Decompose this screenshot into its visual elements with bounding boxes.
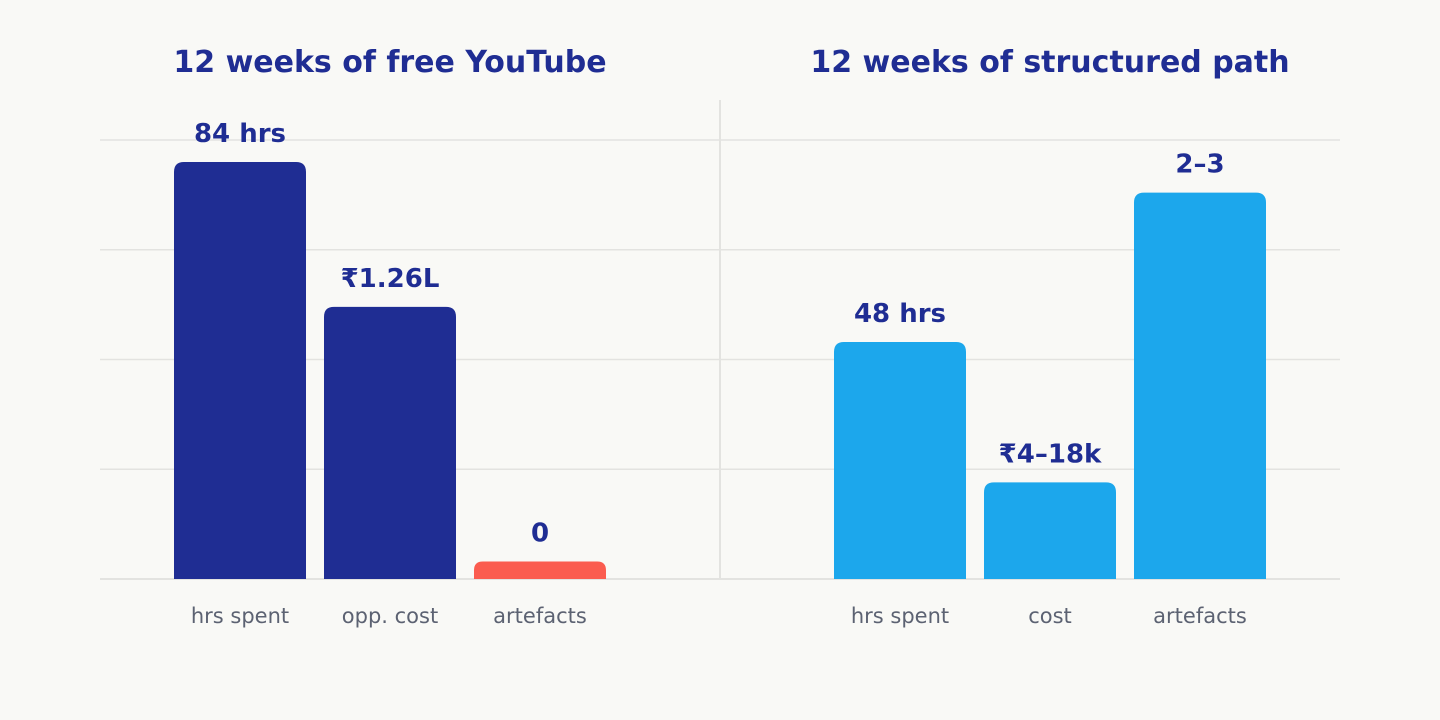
x-tick-label: cost: [1028, 604, 1072, 628]
x-tick-label: opp. cost: [342, 604, 438, 628]
bar-cost: [984, 482, 1116, 579]
x-tick-label: artefacts: [1153, 604, 1247, 628]
data-label: ₹4–18k: [999, 439, 1102, 469]
chart-title: 12 weeks of free YouTube: [173, 45, 606, 80]
chart-panel-2: 12 weeks of structured path 48 hrs hrs spe…: [810, 45, 1289, 628]
chart-panels: 12 weeks of free YouTube 84 hrs hrs spent ₹…: [173, 45, 1289, 628]
data-label: 0: [531, 518, 549, 548]
bar-opp-cost: [324, 306, 456, 579]
data-label: ₹1.26L: [341, 264, 440, 294]
data-label: 48 hrs: [854, 299, 946, 329]
x-tick-label: hrs spent: [851, 604, 949, 628]
x-tick-label: hrs spent: [191, 604, 289, 628]
x-tick-label: artefacts: [493, 604, 587, 628]
bar-hrs-spent: [834, 341, 966, 579]
bar-artefacts: [474, 561, 606, 579]
bar-artefacts: [1134, 192, 1266, 579]
chart-panel-1: 12 weeks of free YouTube 84 hrs hrs spent ₹…: [173, 45, 606, 628]
data-label: 2–3: [1175, 150, 1224, 180]
data-label: 84 hrs: [194, 119, 286, 149]
chart-title: 12 weeks of structured path: [810, 45, 1289, 80]
bar-hrs-spent: [174, 161, 306, 579]
